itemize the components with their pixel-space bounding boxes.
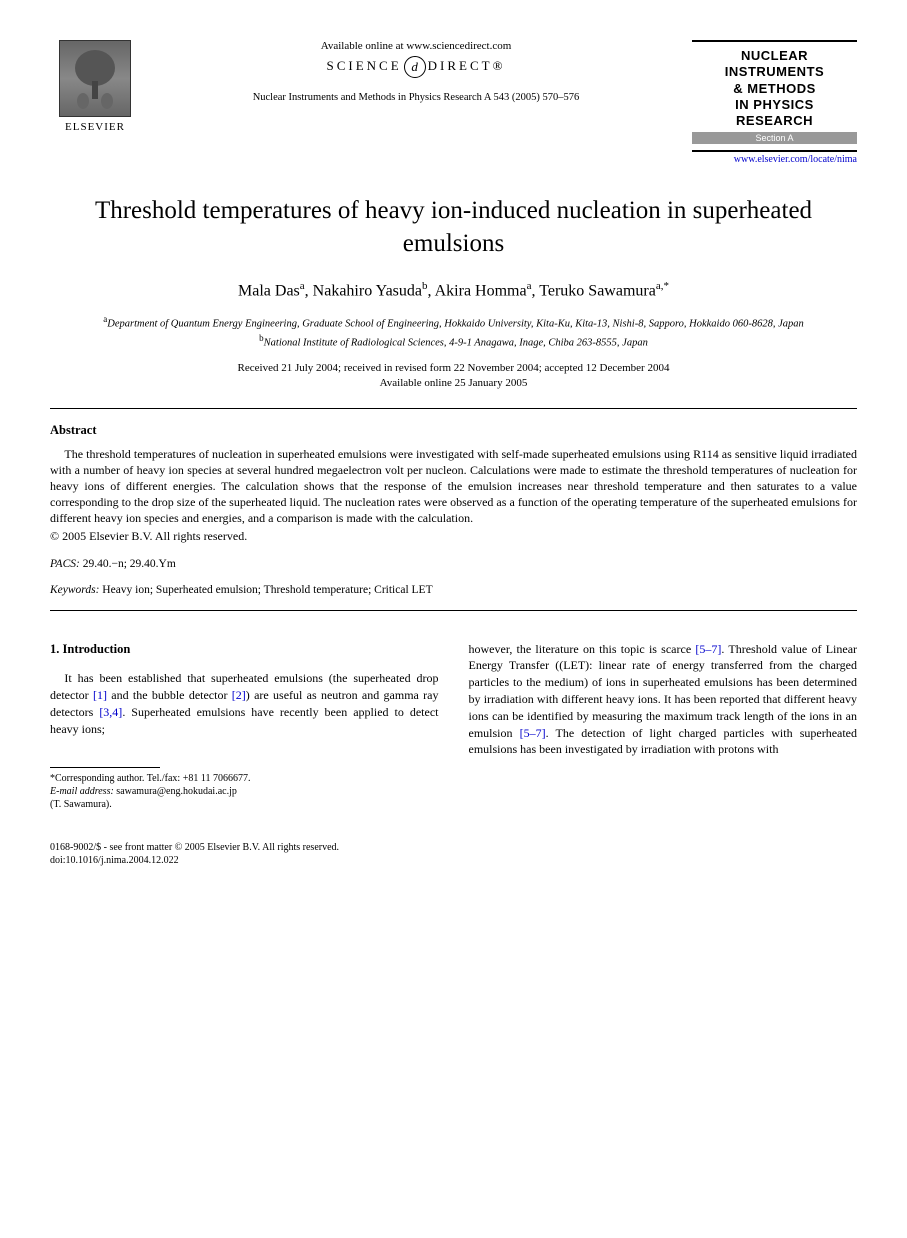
journal-reference: Nuclear Instruments and Methods in Physi…: [160, 92, 672, 103]
sd-suffix: DIRECT®: [428, 58, 506, 73]
abstract-body: The threshold temperatures of nucleation…: [50, 446, 857, 527]
article-title: Threshold temperatures of heavy ion-indu…: [50, 195, 857, 260]
center-header: Available online at www.sciencedirect.co…: [140, 40, 692, 103]
journal-box-wrap: NUCLEAR INSTRUMENTS & METHODS IN PHYSICS…: [692, 40, 857, 165]
aff-b-text: National Institute of Radiological Scien…: [264, 337, 648, 348]
sd-prefix: SCIENCE: [327, 58, 402, 73]
abstract-heading: Abstract: [50, 423, 857, 438]
journal-box: NUCLEAR INSTRUMENTS & METHODS IN PHYSICS…: [692, 40, 857, 152]
ref-1[interactable]: [1]: [93, 688, 107, 702]
aff-a-text: Department of Quantum Energy Engineering…: [107, 318, 804, 329]
column-right: however, the literature on this topic is…: [469, 641, 858, 812]
pacs-value: 29.40.−n; 29.40.Ym: [80, 558, 176, 570]
elsevier-tree-icon: [59, 40, 131, 117]
rule-bottom: [50, 610, 857, 611]
keywords-value: Heavy ion; Superheated emulsion; Thresho…: [99, 584, 432, 596]
author-list: Mala Dasa, Nakahiro Yasudab, Akira Homma…: [50, 280, 857, 300]
footnote-rule: [50, 767, 160, 768]
author-3: Akira Homma: [435, 283, 527, 300]
jb-line3: & METHODS: [692, 81, 857, 97]
footer-line2: doi:10.1016/j.nima.2004.12.022: [50, 854, 857, 867]
author-2: Nakahiro Yasuda: [313, 283, 422, 300]
t5: however, the literature on this topic is…: [469, 642, 696, 656]
t2: and the bubble detector: [107, 688, 232, 702]
publisher-logo: ELSEVIER: [50, 40, 140, 140]
affiliations: aDepartment of Quantum Energy Engineerin…: [50, 313, 857, 351]
author-1-sup: a: [300, 280, 305, 292]
available-online-text: Available online at www.sciencedirect.co…: [160, 40, 672, 52]
author-1: Mala Das: [238, 283, 300, 300]
corr-mark: *: [663, 280, 669, 292]
journal-url-link[interactable]: www.elsevier.com/locate/nima: [692, 154, 857, 165]
article-dates: Received 21 July 2004; received in revis…: [50, 361, 857, 392]
journal-box-section: Section A: [692, 132, 857, 144]
body-columns: 1. Introduction It has been established …: [50, 641, 857, 812]
footer-line1: 0168-9002/$ - see front matter © 2005 El…: [50, 841, 857, 854]
email-label: E-mail address:: [50, 786, 114, 797]
jb-line2: INSTRUMENTS: [692, 64, 857, 80]
publisher-name: ELSEVIER: [65, 121, 125, 133]
intro-para-left: It has been established that superheated…: [50, 670, 439, 737]
journal-box-title: NUCLEAR INSTRUMENTS & METHODS IN PHYSICS…: [692, 48, 857, 129]
ref-5-7b[interactable]: [5–7]: [520, 726, 546, 740]
corr-author-line: *Corresponding author. Tel./fax: +81 11 …: [50, 772, 439, 785]
keywords-label: Keywords:: [50, 584, 99, 596]
author-4: Teruko Sawamura: [539, 283, 656, 300]
jb-line5: RESEARCH: [692, 113, 857, 129]
online-date: Available online 25 January 2005: [50, 376, 857, 391]
sd-d-icon: d: [404, 56, 426, 78]
page-footer: 0168-9002/$ - see front matter © 2005 El…: [50, 841, 857, 867]
column-left: 1. Introduction It has been established …: [50, 641, 439, 812]
email-name: (T. Sawamura).: [50, 798, 439, 811]
email-address[interactable]: sawamura@eng.hokudai.ac.jp: [114, 786, 237, 797]
ref-2[interactable]: [2]: [232, 688, 246, 702]
copyright-line: © 2005 Elsevier B.V. All rights reserved…: [50, 529, 857, 544]
pacs-label: PACS:: [50, 558, 80, 570]
pacs-line: PACS: 29.40.−n; 29.40.Ym: [50, 558, 857, 570]
jb-line4: IN PHYSICS: [692, 97, 857, 113]
sciencedirect-logo: SCIENCEdDIRECT®: [160, 56, 672, 78]
intro-para-right: however, the literature on this topic is…: [469, 641, 858, 759]
ref-5-7a[interactable]: [5–7]: [695, 642, 721, 656]
email-line: E-mail address: sawamura@eng.hokudai.ac.…: [50, 785, 439, 798]
ref-3-4[interactable]: [3,4]: [99, 705, 122, 719]
received-date: Received 21 July 2004; received in revis…: [50, 361, 857, 376]
rule-top: [50, 408, 857, 409]
jb-line1: NUCLEAR: [692, 48, 857, 64]
author-3-sup: a: [527, 280, 532, 292]
section-1-heading: 1. Introduction: [50, 641, 439, 659]
keywords-line: Keywords: Heavy ion; Superheated emulsio…: [50, 584, 857, 596]
header-row: ELSEVIER Available online at www.science…: [50, 40, 857, 165]
author-2-sup: b: [422, 280, 428, 292]
corresponding-footnote: *Corresponding author. Tel./fax: +81 11 …: [50, 772, 439, 811]
